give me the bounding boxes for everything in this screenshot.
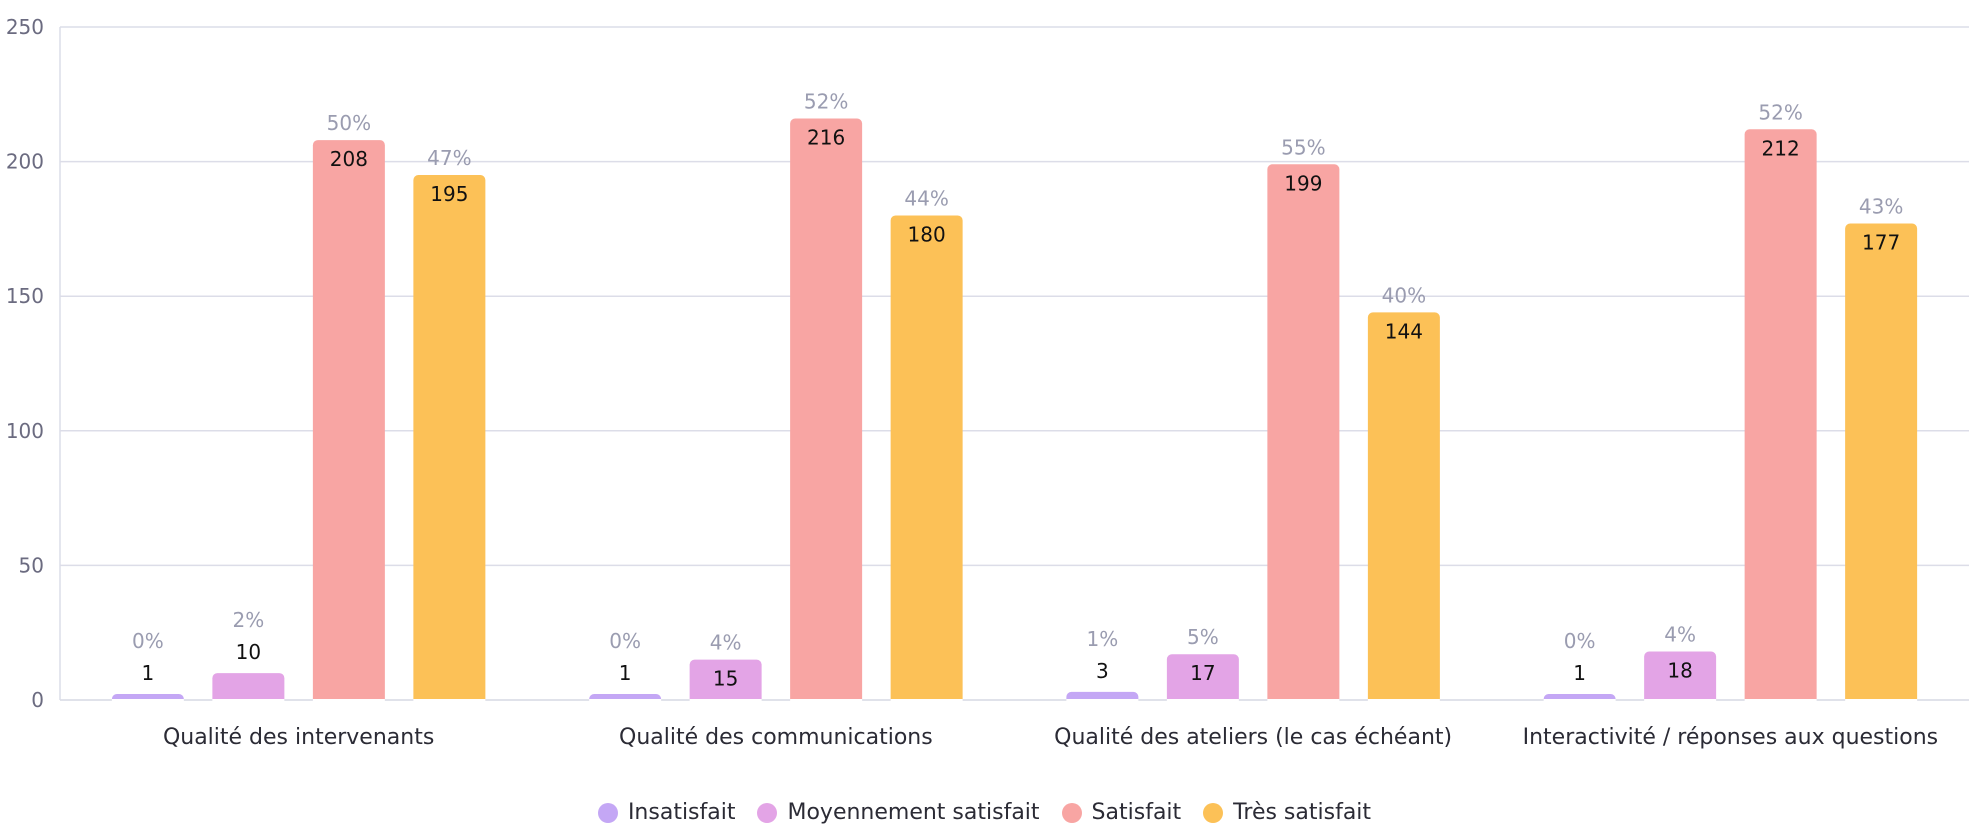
data-label: 15 [713, 667, 738, 691]
legend-item-satisfait[interactable]: Satisfait [1061, 800, 1182, 825]
bar-base-mask [890, 699, 963, 704]
legend-item-tres-satisfait[interactable]: Très satisfait [1203, 800, 1371, 825]
bar-base-mask [1644, 699, 1717, 704]
y-tick-label: 200 [6, 150, 44, 174]
bar-base-mask [413, 699, 486, 704]
legend-label: Moyennement satisfait [787, 800, 1040, 825]
bar [1845, 223, 1918, 705]
data-label: 1 [619, 661, 632, 685]
bar-base-mask [1267, 699, 1340, 704]
data-label: 177 [1862, 231, 1900, 255]
bar-base-mask [689, 699, 762, 704]
bar-base-mask [1066, 699, 1139, 704]
x-tick-label: Qualité des intervenants [163, 725, 434, 750]
bar [1267, 164, 1340, 705]
data-label: 17 [1190, 661, 1215, 685]
data-label: 195 [430, 182, 468, 206]
data-label: 144 [1385, 319, 1423, 343]
legend-dot-moyennement-satisfait [757, 802, 778, 823]
bar [689, 659, 762, 704]
percent-label: 5% [1187, 625, 1219, 649]
percent-label: 0% [1564, 629, 1596, 653]
bar [212, 673, 285, 704]
legend-label: Satisfait [1091, 800, 1182, 825]
bar-base-mask [212, 699, 285, 704]
data-label: 212 [1762, 136, 1800, 160]
percent-label: 43% [1859, 195, 1903, 219]
bar-base-mask [589, 699, 662, 704]
legend-label: Très satisfait [1233, 800, 1372, 825]
legend: Insatisfait Moyennement satisfait Satisf… [0, 800, 1969, 825]
y-tick-label: 250 [6, 15, 44, 39]
bar [890, 215, 963, 704]
percent-label: 52% [804, 90, 848, 114]
percent-label: 4% [1664, 623, 1696, 647]
x-tick-label: Qualité des communications [619, 725, 933, 750]
x-axis: Qualité des intervenants Qualité des comm… [163, 725, 1938, 750]
bar-base-mask [111, 699, 184, 704]
percent-label: 2% [233, 608, 265, 632]
data-label: 199 [1284, 171, 1322, 195]
data-label: 10 [236, 640, 261, 664]
x-tick-label: Interactivité / réponses aux questions [1523, 725, 1939, 750]
bar [312, 140, 385, 705]
bar [1166, 654, 1239, 704]
percent-label: 0% [609, 629, 641, 653]
y-tick-label: 0 [31, 688, 44, 712]
bar-base-mask [1543, 699, 1616, 704]
y-tick-label: 50 [19, 553, 44, 577]
bar-base-mask [1845, 699, 1918, 704]
legend-item-moyennement-satisfait[interactable]: Moyennement satisfait [757, 800, 1040, 825]
y-tick-label: 100 [6, 419, 44, 443]
legend-dot-insatisfait [597, 802, 618, 823]
bars: 1 0% 10 2% 208 50% 195 47% 1 0% 15 4% 216 52% 180 44% 3 1… [111, 90, 1918, 705]
bar [1644, 651, 1717, 704]
data-label: 208 [330, 147, 368, 171]
x-tick-label: Qualité des ateliers (le cas échéant) [1054, 725, 1452, 750]
bar [413, 175, 486, 704]
data-label: 1 [142, 661, 155, 685]
bar [1367, 312, 1440, 704]
bar [1744, 129, 1817, 704]
legend-label: Insatisfait [627, 800, 736, 825]
percent-label: 50% [327, 111, 371, 135]
percent-label: 40% [1382, 283, 1426, 307]
percent-label: 55% [1281, 135, 1325, 159]
percent-label: 52% [1758, 100, 1802, 124]
bar-base-mask [312, 699, 385, 704]
legend-dot-satisfait [1061, 802, 1082, 823]
percent-label: 1% [1087, 627, 1119, 651]
percent-label: 44% [904, 186, 948, 210]
bar-base-mask [1367, 699, 1440, 704]
bar-base-mask [790, 699, 863, 704]
bar-base-mask [1744, 699, 1817, 704]
data-label: 1 [1573, 661, 1586, 685]
percent-label: 4% [710, 631, 742, 655]
legend-item-insatisfait[interactable]: Insatisfait [597, 800, 736, 825]
legend-dot-tres-satisfait [1203, 802, 1224, 823]
y-tick-label: 150 [6, 284, 44, 308]
bar-base-mask [1166, 699, 1239, 704]
data-label: 3 [1096, 659, 1109, 683]
data-label: 180 [908, 222, 946, 246]
percent-label: 47% [427, 146, 471, 170]
percent-label: 0% [132, 629, 164, 653]
bar [790, 118, 863, 704]
data-label: 216 [807, 126, 845, 150]
data-label: 18 [1667, 659, 1692, 683]
y-axis: 0 50 100 150 200 250 [6, 15, 44, 712]
